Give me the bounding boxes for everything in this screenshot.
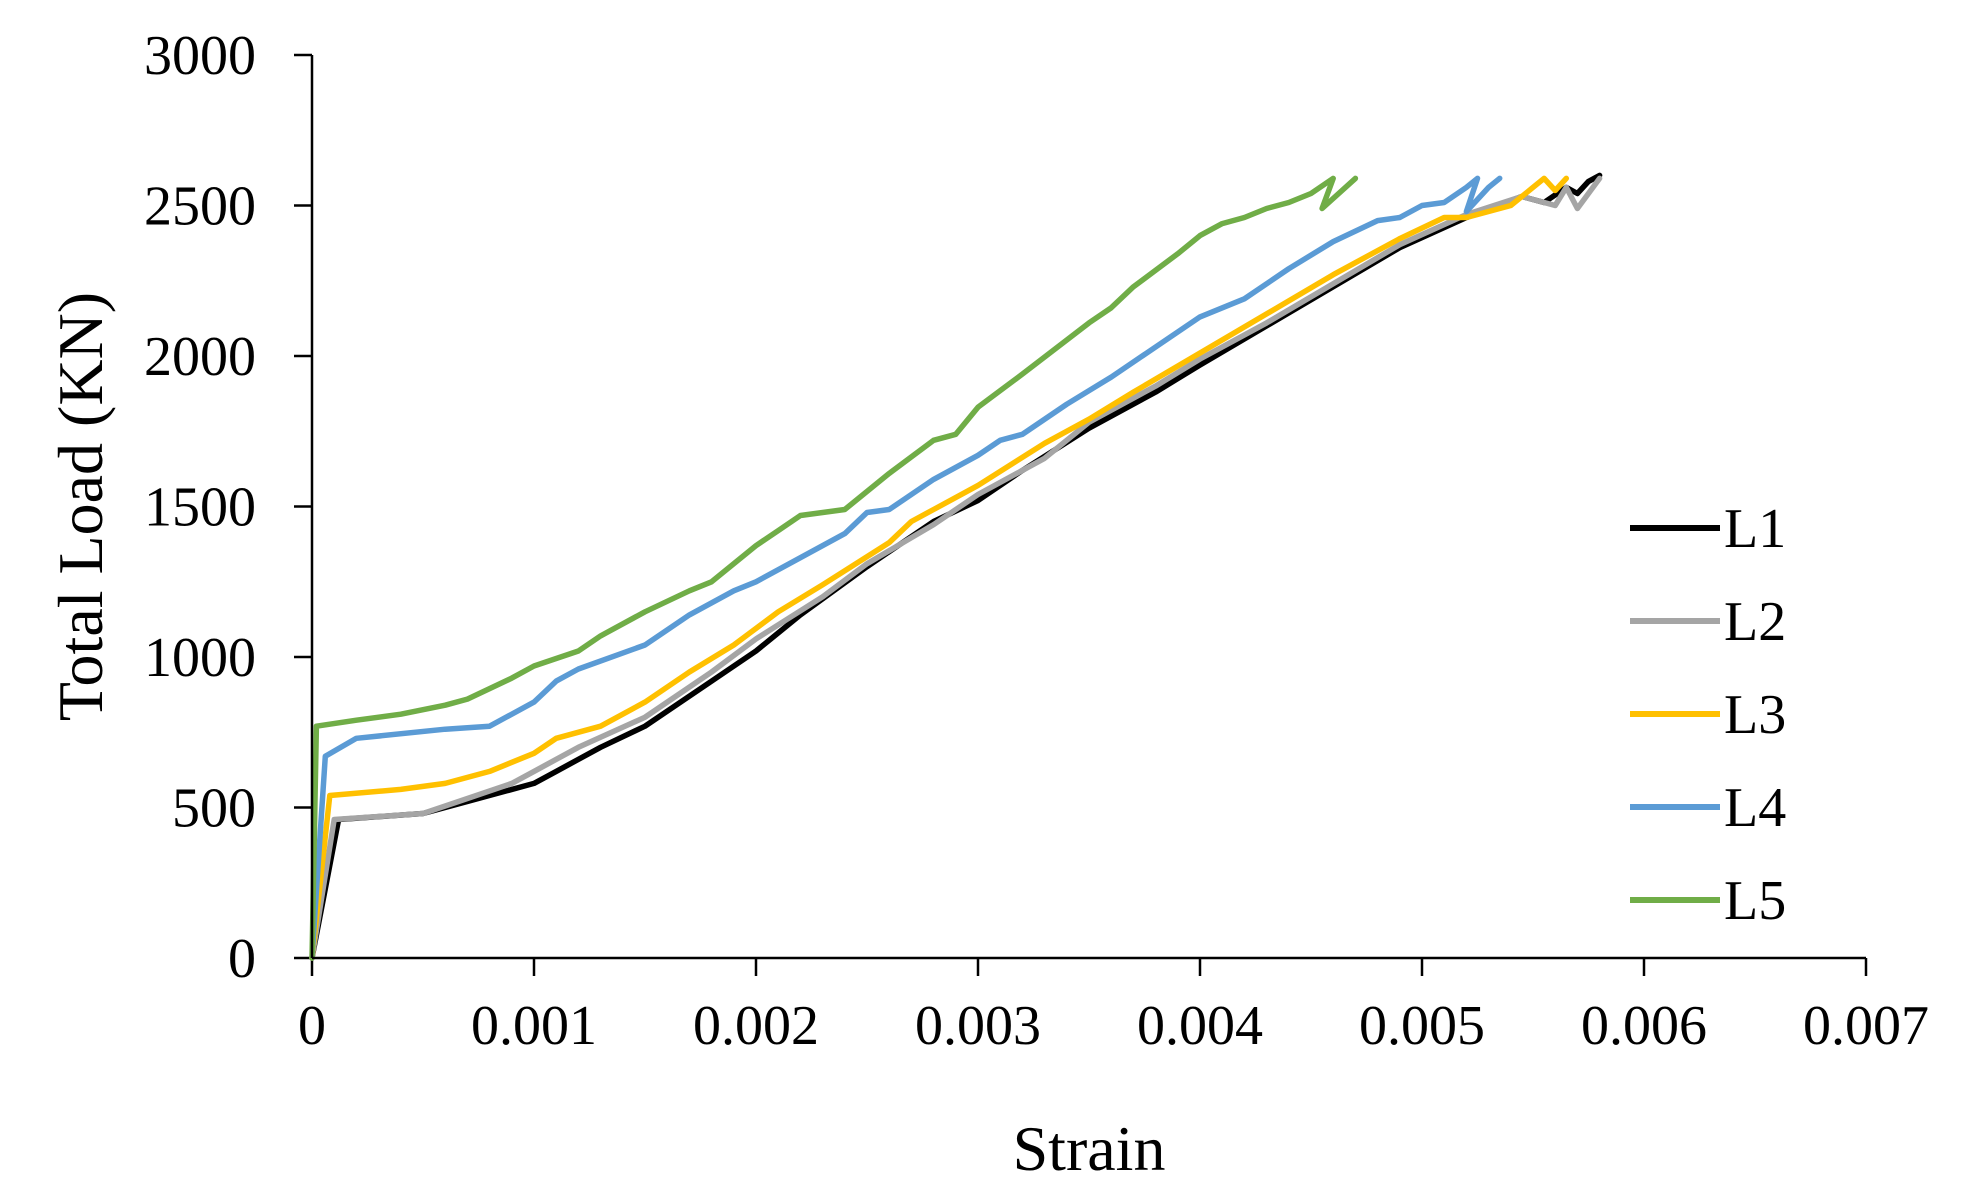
x-tick-label: 0.003	[915, 995, 1041, 1057]
y-tick-label: 1500	[144, 477, 256, 539]
y-tick-label: 2500	[144, 176, 256, 238]
x-tick-label: 0.007	[1803, 995, 1929, 1057]
y-tick-label: 2000	[144, 326, 256, 388]
x-tick-label: 0	[298, 995, 326, 1057]
y-tick-label: 3000	[144, 25, 256, 87]
legend-label-l1: L1	[1724, 498, 1786, 560]
series-lines	[309, 172, 1603, 961]
series-line-l1	[309, 172, 1603, 961]
x-tick-label: 0.004	[1137, 995, 1263, 1057]
y-axis-title: Total Load (KN)	[45, 292, 116, 721]
legend: L1 L2 L3 L4 L5	[1630, 498, 1786, 932]
x-tick-label: 0.001	[471, 995, 597, 1057]
series-line-l5	[309, 175, 1359, 961]
x-tick-label: 0.006	[1581, 995, 1707, 1057]
series-line-l2	[309, 175, 1603, 961]
series-line-l4	[309, 175, 1503, 961]
legend-label-l5: L5	[1724, 870, 1786, 932]
x-tick-label: 0.002	[693, 995, 819, 1057]
series-line-l3	[309, 175, 1570, 961]
x-axis-ticks: 0 0.001 0.002 0.003 0.004 0.005 0.006 0.007	[298, 958, 1929, 1057]
y-tick-label: 0	[228, 928, 256, 990]
y-axis-ticks: 0 500 1000 1500 2000 2500 3000	[144, 25, 312, 990]
x-axis-title: Strain	[1013, 1113, 1166, 1184]
legend-label-l3: L3	[1724, 684, 1786, 746]
y-tick-label: 1000	[144, 627, 256, 689]
y-tick-label: 500	[172, 778, 256, 840]
x-tick-label: 0.005	[1359, 995, 1485, 1057]
legend-label-l2: L2	[1724, 591, 1786, 653]
legend-label-l4: L4	[1724, 777, 1786, 839]
